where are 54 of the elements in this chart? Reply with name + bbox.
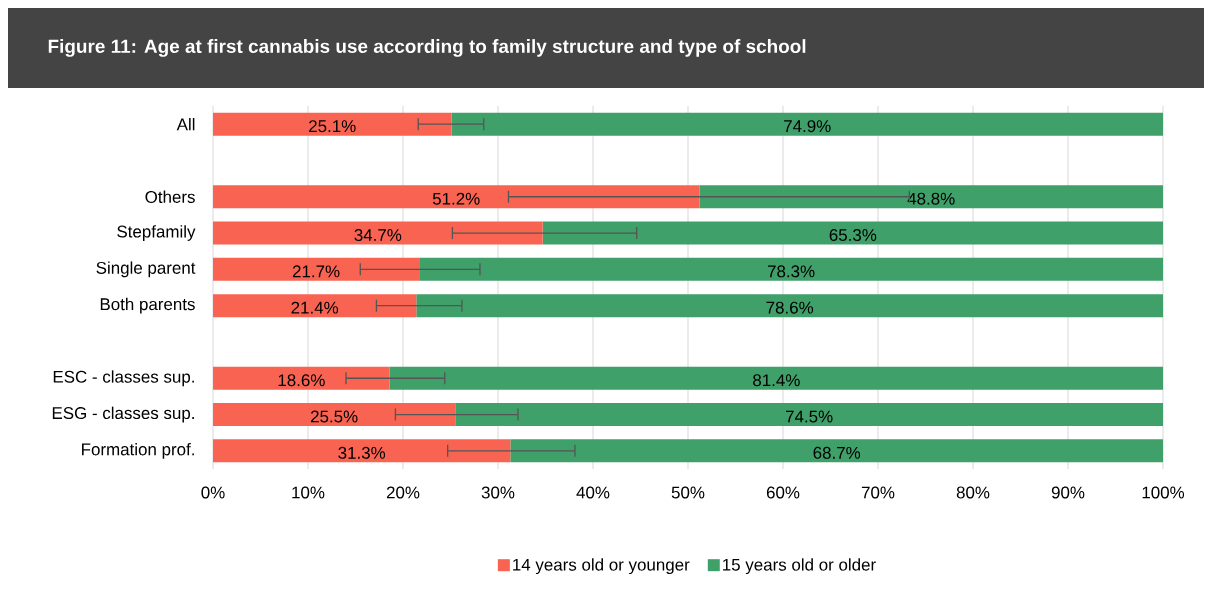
bar	[510, 439, 1164, 463]
x-tick-label: 10%	[292, 486, 325, 499]
y-tick-label: ESC - classes sup.	[53, 370, 194, 387]
y-tick-label: Stepfamily	[117, 225, 196, 241]
data-label: 74.5%	[786, 410, 833, 423]
bar	[451, 112, 1164, 136]
bar	[213, 221, 543, 245]
data-label: 18.6%	[278, 374, 325, 387]
bar	[389, 366, 1164, 390]
bar	[213, 439, 511, 463]
x-tick-label: 70%	[861, 486, 895, 499]
data-label: 31.3%	[338, 446, 386, 459]
y-tick-label: All	[176, 118, 195, 131]
data-label: 78.6%	[766, 301, 814, 314]
data-label: 68.7%	[813, 446, 861, 459]
legend-label: 14 years old or younger	[513, 558, 690, 575]
y-tick-label: Both parents	[100, 297, 195, 314]
x-tick-label: 80%	[956, 486, 990, 499]
y-tick-label: ESG - classes sup.	[52, 406, 194, 423]
y-tick-label: Single parent	[96, 261, 196, 278]
data-label: 65.3%	[829, 229, 877, 242]
bar	[455, 403, 1164, 427]
x-tick-label: 50%	[671, 486, 705, 499]
data-label: 81.4%	[753, 374, 800, 387]
bar	[416, 294, 1164, 318]
y-tick-label: Formation prof.	[82, 442, 194, 459]
data-label: 74.9%	[784, 120, 831, 133]
bar	[213, 294, 417, 318]
data-label: 21.4%	[291, 301, 339, 314]
x-tick-label: 100%	[1142, 486, 1185, 499]
legend-label: 15 years old or older	[723, 558, 876, 575]
x-tick-label: 60%	[766, 486, 800, 499]
y-tick-label: Others	[145, 190, 195, 203]
bar	[213, 403, 456, 427]
bar	[419, 257, 1164, 281]
data-label: 48.8%	[907, 192, 955, 205]
bar	[213, 185, 700, 209]
data-label: 51.2%	[432, 192, 480, 205]
data-label: 25.5%	[310, 410, 358, 423]
data-label: 34.7%	[354, 229, 402, 242]
x-tick-label: 30%	[481, 486, 515, 499]
bar	[542, 221, 1164, 245]
x-tick-label: 0%	[201, 486, 225, 499]
data-label: 25.1%	[309, 120, 356, 133]
x-tick-label: 40%	[576, 486, 610, 499]
chart-title: Figure 11: Age at first cannabis use according to family structure and type of school	[48, 39, 806, 57]
data-label: 78.3%	[767, 265, 815, 278]
x-tick-label: 20%	[386, 486, 420, 499]
x-tick-label: 90%	[1051, 486, 1085, 499]
bar	[213, 112, 452, 136]
data-label: 21.7%	[292, 265, 340, 278]
bar	[213, 257, 420, 281]
bar	[699, 185, 1164, 209]
bar	[213, 366, 390, 390]
